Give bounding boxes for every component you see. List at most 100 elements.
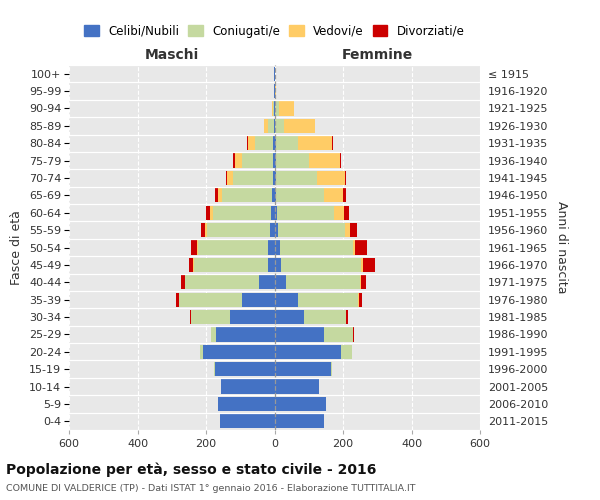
Bar: [191, 310, 230, 324]
Bar: [275, 118, 284, 133]
Legend: Celibi/Nubili, Coniugati/e, Vedovi/e, Divorziati/e: Celibi/Nubili, Coniugati/e, Vedovi/e, Di…: [80, 20, 469, 42]
Bar: [230, 310, 275, 324]
Bar: [275, 258, 281, 272]
Bar: [254, 136, 274, 150]
Bar: [242, 154, 273, 168]
Bar: [278, 223, 345, 237]
Bar: [275, 344, 341, 359]
Bar: [221, 380, 275, 394]
Bar: [332, 136, 333, 150]
Bar: [218, 397, 275, 411]
Bar: [286, 275, 360, 289]
Y-axis label: Fasce di età: Fasce di età: [10, 210, 23, 285]
Bar: [191, 240, 197, 254]
Text: Popolazione per età, sesso e stato civile - 2016: Popolazione per età, sesso e stato civil…: [6, 462, 376, 477]
Bar: [343, 188, 346, 202]
Bar: [324, 188, 343, 202]
Bar: [213, 206, 271, 220]
Bar: [361, 258, 363, 272]
Y-axis label: Anni di nascita: Anni di nascita: [554, 201, 568, 294]
Text: COMUNE DI VALDERICE (TP) - Dati ISTAT 1° gennaio 2016 - Elaborazione TUTTITALIA.: COMUNE DI VALDERICE (TP) - Dati ISTAT 1°…: [6, 484, 415, 493]
Bar: [207, 223, 271, 237]
Bar: [359, 292, 362, 307]
Bar: [226, 171, 227, 185]
Text: Maschi: Maschi: [145, 48, 199, 62]
Bar: [355, 240, 367, 254]
Bar: [198, 240, 268, 254]
Bar: [360, 275, 361, 289]
Bar: [340, 154, 341, 168]
Bar: [298, 136, 332, 150]
Bar: [274, 66, 275, 81]
Bar: [273, 102, 274, 116]
Bar: [284, 118, 314, 133]
Bar: [211, 328, 216, 342]
Bar: [275, 223, 278, 237]
Bar: [324, 328, 353, 342]
Bar: [275, 328, 324, 342]
Bar: [353, 328, 355, 342]
Bar: [276, 188, 324, 202]
Bar: [248, 136, 254, 150]
Bar: [275, 292, 298, 307]
Bar: [275, 188, 276, 202]
Bar: [275, 154, 276, 168]
Bar: [200, 344, 203, 359]
Bar: [361, 275, 366, 289]
Bar: [298, 292, 358, 307]
Bar: [275, 206, 277, 220]
Bar: [271, 206, 275, 220]
Bar: [203, 344, 275, 359]
Bar: [268, 258, 275, 272]
Bar: [273, 171, 275, 185]
Bar: [276, 171, 317, 185]
Bar: [272, 188, 275, 202]
Bar: [274, 118, 275, 133]
Bar: [176, 292, 179, 307]
Bar: [214, 362, 215, 376]
Bar: [190, 310, 191, 324]
Bar: [220, 414, 275, 428]
Bar: [216, 328, 275, 342]
Bar: [275, 136, 298, 150]
Bar: [193, 258, 194, 272]
Bar: [233, 154, 235, 168]
Bar: [345, 223, 350, 237]
Bar: [275, 310, 304, 324]
Bar: [273, 154, 275, 168]
Bar: [314, 118, 315, 133]
Bar: [227, 171, 233, 185]
Bar: [309, 154, 340, 168]
Bar: [276, 154, 309, 168]
Bar: [275, 171, 276, 185]
Bar: [280, 240, 353, 254]
Bar: [179, 292, 242, 307]
Bar: [210, 206, 213, 220]
Bar: [304, 310, 346, 324]
Bar: [341, 344, 352, 359]
Bar: [271, 223, 275, 237]
Bar: [274, 136, 275, 150]
Bar: [247, 136, 248, 150]
Bar: [346, 310, 348, 324]
Bar: [233, 171, 273, 185]
Bar: [353, 240, 355, 254]
Bar: [275, 240, 280, 254]
Bar: [268, 240, 275, 254]
Bar: [242, 292, 275, 307]
Bar: [350, 223, 357, 237]
Bar: [206, 206, 210, 220]
Bar: [235, 154, 242, 168]
Bar: [205, 223, 207, 237]
Bar: [268, 118, 274, 133]
Bar: [189, 258, 193, 272]
Bar: [334, 206, 344, 220]
Bar: [275, 102, 278, 116]
Bar: [344, 206, 349, 220]
Bar: [181, 275, 185, 289]
Bar: [197, 240, 198, 254]
Bar: [223, 188, 272, 202]
Bar: [275, 414, 324, 428]
Bar: [345, 171, 346, 185]
Text: Femmine: Femmine: [341, 48, 413, 62]
